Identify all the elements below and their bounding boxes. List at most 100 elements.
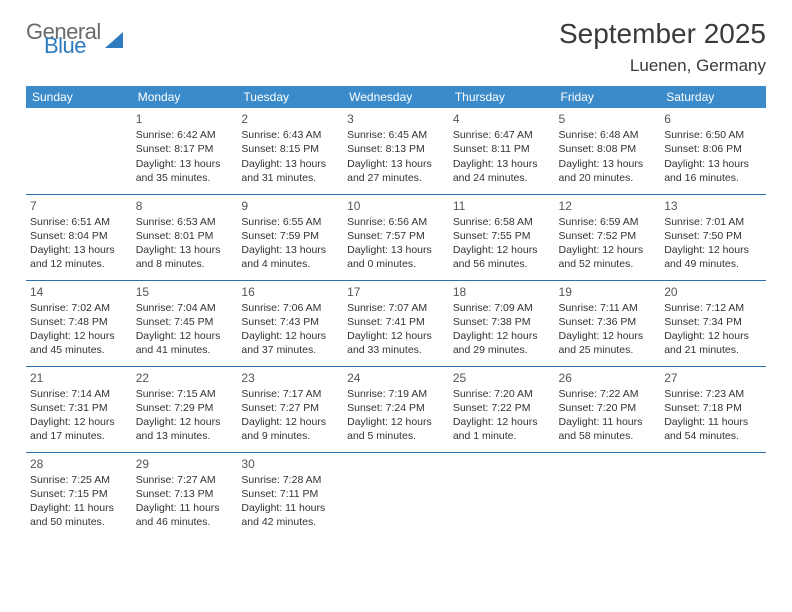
day-number: 15	[136, 284, 234, 300]
day-cell: 7Sunrise: 6:51 AMSunset: 8:04 PMDaylight…	[26, 194, 132, 280]
sunrise-text: Sunrise: 6:42 AM	[136, 128, 234, 142]
sunset-text: Sunset: 8:17 PM	[136, 142, 234, 156]
day-number: 7	[30, 198, 128, 214]
sunrise-text: Sunrise: 6:48 AM	[559, 128, 657, 142]
day-cell: 12Sunrise: 6:59 AMSunset: 7:52 PMDayligh…	[555, 194, 661, 280]
daylight-text: Daylight: 13 hours and 4 minutes.	[241, 243, 339, 271]
daylight-text: Daylight: 12 hours and 41 minutes.	[136, 329, 234, 357]
sunset-text: Sunset: 7:43 PM	[241, 315, 339, 329]
sunset-text: Sunset: 7:45 PM	[136, 315, 234, 329]
daylight-text: Daylight: 11 hours and 54 minutes.	[664, 415, 762, 443]
day-cell: 11Sunrise: 6:58 AMSunset: 7:55 PMDayligh…	[449, 194, 555, 280]
day-cell: 25Sunrise: 7:20 AMSunset: 7:22 PMDayligh…	[449, 366, 555, 452]
day-number: 26	[559, 370, 657, 386]
day-cell: 24Sunrise: 7:19 AMSunset: 7:24 PMDayligh…	[343, 366, 449, 452]
day-cell: 14Sunrise: 7:02 AMSunset: 7:48 PMDayligh…	[26, 280, 132, 366]
day-number: 9	[241, 198, 339, 214]
sunrise-text: Sunrise: 7:01 AM	[664, 215, 762, 229]
day-number: 24	[347, 370, 445, 386]
daylight-text: Daylight: 11 hours and 58 minutes.	[559, 415, 657, 443]
sunrise-text: Sunrise: 7:07 AM	[347, 301, 445, 315]
sunset-text: Sunset: 7:48 PM	[30, 315, 128, 329]
day-header: Thursday	[449, 86, 555, 108]
sunset-text: Sunset: 7:15 PM	[30, 487, 128, 501]
sunrise-text: Sunrise: 6:56 AM	[347, 215, 445, 229]
day-cell	[26, 108, 132, 194]
sunset-text: Sunset: 8:08 PM	[559, 142, 657, 156]
sunrise-text: Sunrise: 6:59 AM	[559, 215, 657, 229]
day-cell: 16Sunrise: 7:06 AMSunset: 7:43 PMDayligh…	[237, 280, 343, 366]
logo-word-2: Blue	[44, 36, 101, 56]
day-cell: 26Sunrise: 7:22 AMSunset: 7:20 PMDayligh…	[555, 366, 661, 452]
day-number: 5	[559, 111, 657, 127]
sunrise-text: Sunrise: 7:12 AM	[664, 301, 762, 315]
sunrise-text: Sunrise: 7:20 AM	[453, 387, 551, 401]
daylight-text: Daylight: 13 hours and 24 minutes.	[453, 157, 551, 185]
day-number: 11	[453, 198, 551, 214]
sunrise-text: Sunrise: 7:28 AM	[241, 473, 339, 487]
day-number: 14	[30, 284, 128, 300]
sunrise-text: Sunrise: 6:53 AM	[136, 215, 234, 229]
month-title: September 2025	[559, 18, 766, 50]
sunrise-text: Sunrise: 6:58 AM	[453, 215, 551, 229]
day-cell: 20Sunrise: 7:12 AMSunset: 7:34 PMDayligh…	[660, 280, 766, 366]
day-cell: 9Sunrise: 6:55 AMSunset: 7:59 PMDaylight…	[237, 194, 343, 280]
sunset-text: Sunset: 8:06 PM	[664, 142, 762, 156]
header: General Blue September 2025 Luenen, Germ…	[26, 18, 766, 76]
day-number: 12	[559, 198, 657, 214]
sunset-text: Sunset: 7:34 PM	[664, 315, 762, 329]
daylight-text: Daylight: 11 hours and 46 minutes.	[136, 501, 234, 529]
day-cell: 17Sunrise: 7:07 AMSunset: 7:41 PMDayligh…	[343, 280, 449, 366]
sunrise-text: Sunrise: 7:14 AM	[30, 387, 128, 401]
daylight-text: Daylight: 12 hours and 45 minutes.	[30, 329, 128, 357]
daylight-text: Daylight: 11 hours and 42 minutes.	[241, 501, 339, 529]
day-number: 10	[347, 198, 445, 214]
daylight-text: Daylight: 12 hours and 29 minutes.	[453, 329, 551, 357]
logo: General Blue	[26, 22, 123, 56]
day-cell: 3Sunrise: 6:45 AMSunset: 8:13 PMDaylight…	[343, 108, 449, 194]
daylight-text: Daylight: 12 hours and 5 minutes.	[347, 415, 445, 443]
sunrise-text: Sunrise: 6:47 AM	[453, 128, 551, 142]
day-header-row: Sunday Monday Tuesday Wednesday Thursday…	[26, 86, 766, 108]
day-number: 28	[30, 456, 128, 472]
day-number: 19	[559, 284, 657, 300]
sunrise-text: Sunrise: 7:17 AM	[241, 387, 339, 401]
daylight-text: Daylight: 12 hours and 37 minutes.	[241, 329, 339, 357]
sunrise-text: Sunrise: 7:19 AM	[347, 387, 445, 401]
sunrise-text: Sunrise: 7:15 AM	[136, 387, 234, 401]
sunset-text: Sunset: 7:36 PM	[559, 315, 657, 329]
day-cell	[343, 452, 449, 538]
daylight-text: Daylight: 13 hours and 20 minutes.	[559, 157, 657, 185]
sunset-text: Sunset: 8:04 PM	[30, 229, 128, 243]
sunrise-text: Sunrise: 7:04 AM	[136, 301, 234, 315]
day-cell: 18Sunrise: 7:09 AMSunset: 7:38 PMDayligh…	[449, 280, 555, 366]
day-number: 29	[136, 456, 234, 472]
day-number: 21	[30, 370, 128, 386]
title-block: September 2025 Luenen, Germany	[559, 18, 766, 76]
day-cell: 13Sunrise: 7:01 AMSunset: 7:50 PMDayligh…	[660, 194, 766, 280]
week-row: 7Sunrise: 6:51 AMSunset: 8:04 PMDaylight…	[26, 194, 766, 280]
daylight-text: Daylight: 11 hours and 50 minutes.	[30, 501, 128, 529]
sunrise-text: Sunrise: 6:43 AM	[241, 128, 339, 142]
sunrise-text: Sunrise: 7:11 AM	[559, 301, 657, 315]
sunrise-text: Sunrise: 6:55 AM	[241, 215, 339, 229]
sunset-text: Sunset: 7:22 PM	[453, 401, 551, 415]
day-number: 30	[241, 456, 339, 472]
day-number: 17	[347, 284, 445, 300]
logo-sail-icon	[105, 32, 123, 48]
daylight-text: Daylight: 12 hours and 17 minutes.	[30, 415, 128, 443]
sunset-text: Sunset: 7:55 PM	[453, 229, 551, 243]
sunset-text: Sunset: 7:29 PM	[136, 401, 234, 415]
day-number: 3	[347, 111, 445, 127]
day-cell	[555, 452, 661, 538]
day-number: 1	[136, 111, 234, 127]
sunset-text: Sunset: 7:20 PM	[559, 401, 657, 415]
daylight-text: Daylight: 13 hours and 31 minutes.	[241, 157, 339, 185]
day-number: 22	[136, 370, 234, 386]
sunset-text: Sunset: 8:01 PM	[136, 229, 234, 243]
day-cell: 5Sunrise: 6:48 AMSunset: 8:08 PMDaylight…	[555, 108, 661, 194]
daylight-text: Daylight: 12 hours and 49 minutes.	[664, 243, 762, 271]
sunset-text: Sunset: 7:52 PM	[559, 229, 657, 243]
sunrise-text: Sunrise: 7:09 AM	[453, 301, 551, 315]
day-header: Wednesday	[343, 86, 449, 108]
